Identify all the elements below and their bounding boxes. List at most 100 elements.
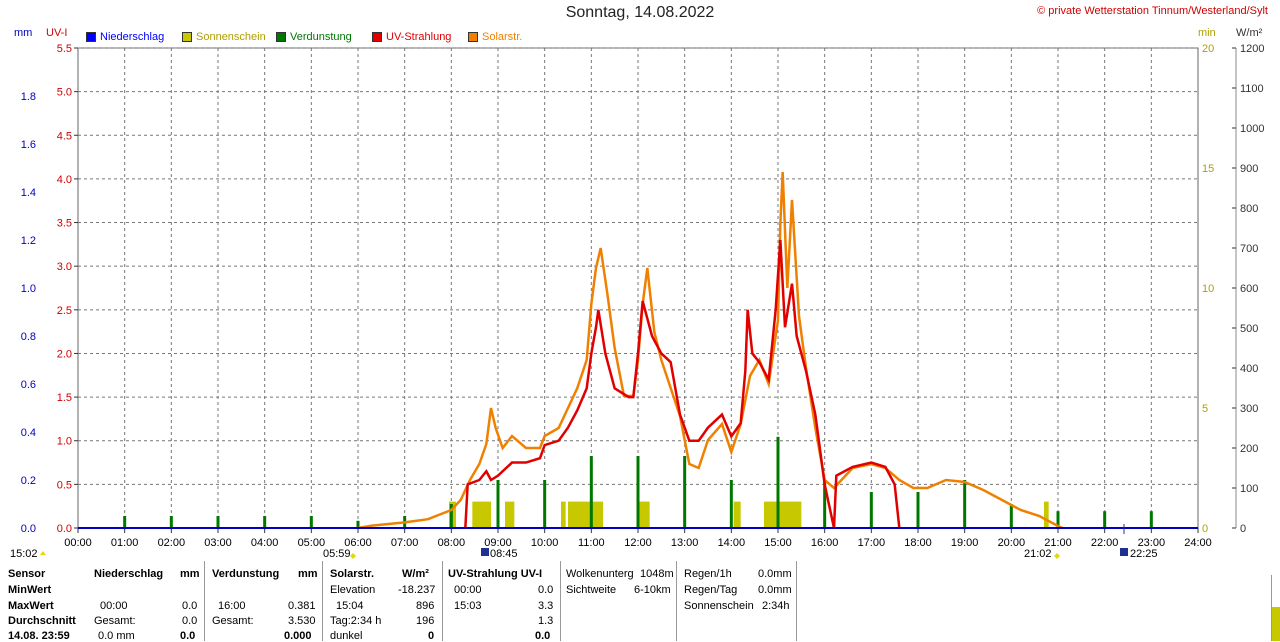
mm-tick-label: 0.6 xyxy=(21,379,36,391)
min-tick-label: 10 xyxy=(1202,283,1214,295)
wm2-unit-label: W/m² xyxy=(1236,27,1263,39)
moon-icon xyxy=(1120,548,1128,556)
verdunstung-header: Verdunstung xyxy=(212,568,280,580)
evaporation-bar xyxy=(356,520,360,528)
min-tick-label: 20 xyxy=(1202,43,1214,55)
wm2-tick-label: 700 xyxy=(1240,243,1258,255)
mm-tick-label: 1.6 xyxy=(21,139,36,151)
solar-elevation-value: -18.237 xyxy=(398,584,436,596)
evaporation-bar xyxy=(729,480,733,528)
wm2-tick-label: 1000 xyxy=(1240,123,1264,135)
sonnenschein-label: Sonnenschein xyxy=(684,600,754,612)
uvi-tick-label: 1.5 xyxy=(57,392,72,404)
evaporation-bar xyxy=(263,516,267,528)
legend-item: Sonnenschein xyxy=(182,31,266,43)
x-tick-label: 05:00 xyxy=(298,537,326,549)
uv-avg-value: 1.3 xyxy=(538,615,554,627)
niederschlag-avg: 0.0 mm xyxy=(98,630,135,642)
x-tick-label: 15:00 xyxy=(764,537,792,549)
solar-max-value: 896 xyxy=(416,600,435,612)
uvi-tick-label: 5.0 xyxy=(57,87,72,99)
mini-axis xyxy=(1271,575,1272,641)
min-unit-label: min xyxy=(1198,27,1216,39)
mm-tick-label: 1.0 xyxy=(21,283,36,295)
x-tick-label: 24:00 xyxy=(1184,537,1212,549)
x-tick-label: 22:00 xyxy=(1091,537,1119,549)
x-tick-label: 18:00 xyxy=(904,537,932,549)
uvi-tick-label: 2.5 xyxy=(57,305,72,317)
uvi-tick-label: 4.0 xyxy=(57,174,72,186)
legend-item: Solarstr. xyxy=(468,31,522,43)
verdunstung-max-value: 0.381 xyxy=(288,600,316,612)
mm-tick-label: 0.0 xyxy=(21,523,36,535)
x-tick-label: 23:00 xyxy=(1138,537,1166,549)
verdunstung-gesamt-label: Gesamt: xyxy=(212,615,254,627)
evaporation-bar xyxy=(449,504,453,528)
mm-unit-label: mm xyxy=(14,27,33,39)
x-tick-label: 17:00 xyxy=(858,537,886,549)
uv-min-time: 00:00 xyxy=(454,584,482,596)
min-tick-label: 0 xyxy=(1202,523,1208,535)
evaporation-bar xyxy=(1009,504,1013,528)
legend-item: UV-Strahlung xyxy=(372,31,451,43)
wm2-tick-label: 900 xyxy=(1240,163,1258,175)
x-tick-label: 09:00 xyxy=(484,537,512,549)
mini-sunshine-bar xyxy=(1272,607,1280,641)
uvi-tick-label: 2.0 xyxy=(57,348,72,360)
niederschlag-unit: mm xyxy=(180,568,200,580)
sichtweite-label: Sichtweite xyxy=(566,584,617,596)
evaporation-bar xyxy=(636,456,640,528)
mm-tick-label: 0.4 xyxy=(21,427,36,439)
x-tick-label: 10:00 xyxy=(531,537,559,549)
evaporation-bar xyxy=(309,516,313,528)
evaporation-bar xyxy=(169,516,173,528)
x-tick-label: 00:00 xyxy=(64,537,92,549)
legend-label: UV-Strahlung xyxy=(386,31,452,43)
legend-item: Niederschlag xyxy=(86,31,164,43)
table-maxwert-label: MaxWert xyxy=(8,600,54,612)
evaporation-bar xyxy=(496,480,500,528)
x-tick-label: 21:00 xyxy=(1044,537,1072,549)
legend-label: Sonnenschein xyxy=(196,31,266,43)
uvi-tick-label: 0.0 xyxy=(57,523,72,535)
sunset-label: 21:02 xyxy=(1024,548,1052,560)
evaporation-bar xyxy=(123,516,127,528)
table-sensor-header: Sensor xyxy=(8,568,46,580)
mm-tick-label: 1.4 xyxy=(21,187,36,199)
evaporation-bar xyxy=(683,456,687,528)
niederschlag-header: Niederschlag xyxy=(94,568,164,580)
niederschlag-avg-value: 0.0 xyxy=(180,630,196,642)
table-datetime: 14.08. 23:59 xyxy=(8,630,70,642)
uvi-tick-label: 1.0 xyxy=(57,436,72,448)
verdunstung-unit: mm xyxy=(298,568,318,580)
x-tick-label: 20:00 xyxy=(998,537,1026,549)
copyright-text: © private Wetterstation Tinnum/Westerlan… xyxy=(1037,5,1268,17)
x-tick-label: 08:00 xyxy=(438,537,466,549)
evaporation-bar xyxy=(1056,511,1060,528)
sun-icon xyxy=(40,551,46,555)
sonnenschein-value: 2:34h xyxy=(762,600,790,612)
wm2-tick-label: 600 xyxy=(1240,283,1258,295)
moon-icon xyxy=(481,548,489,556)
wm2-tick-label: 1100 xyxy=(1240,83,1264,95)
uvi-tick-label: 4.5 xyxy=(57,130,72,142)
legend-label: Verdunstung xyxy=(290,31,352,43)
time-marker-right: 22:25 xyxy=(1130,548,1158,560)
mm-tick-label: 0.2 xyxy=(21,475,36,487)
evaporation-bar xyxy=(963,480,967,528)
sunshine-bar xyxy=(638,501,650,528)
sunshine-bar xyxy=(1044,501,1049,528)
x-tick-label: 13:00 xyxy=(671,537,699,549)
wm2-tick-label: 1200 xyxy=(1240,43,1264,55)
wolken-value: 1048m xyxy=(640,568,674,580)
legend-swatch xyxy=(276,32,286,42)
x-tick-label: 03:00 xyxy=(204,537,232,549)
wm2-tick-label: 100 xyxy=(1240,483,1258,495)
time-marker-left: 15:02 xyxy=(10,548,38,560)
uv-max-time: 15:03 xyxy=(454,600,482,612)
regentag-label: Regen/Tag xyxy=(684,584,738,596)
legend-swatch xyxy=(468,32,478,42)
legend-swatch xyxy=(182,32,192,42)
regen1h-label: Regen/1h xyxy=(684,568,732,580)
solar-header: Solarstr. xyxy=(330,568,375,580)
